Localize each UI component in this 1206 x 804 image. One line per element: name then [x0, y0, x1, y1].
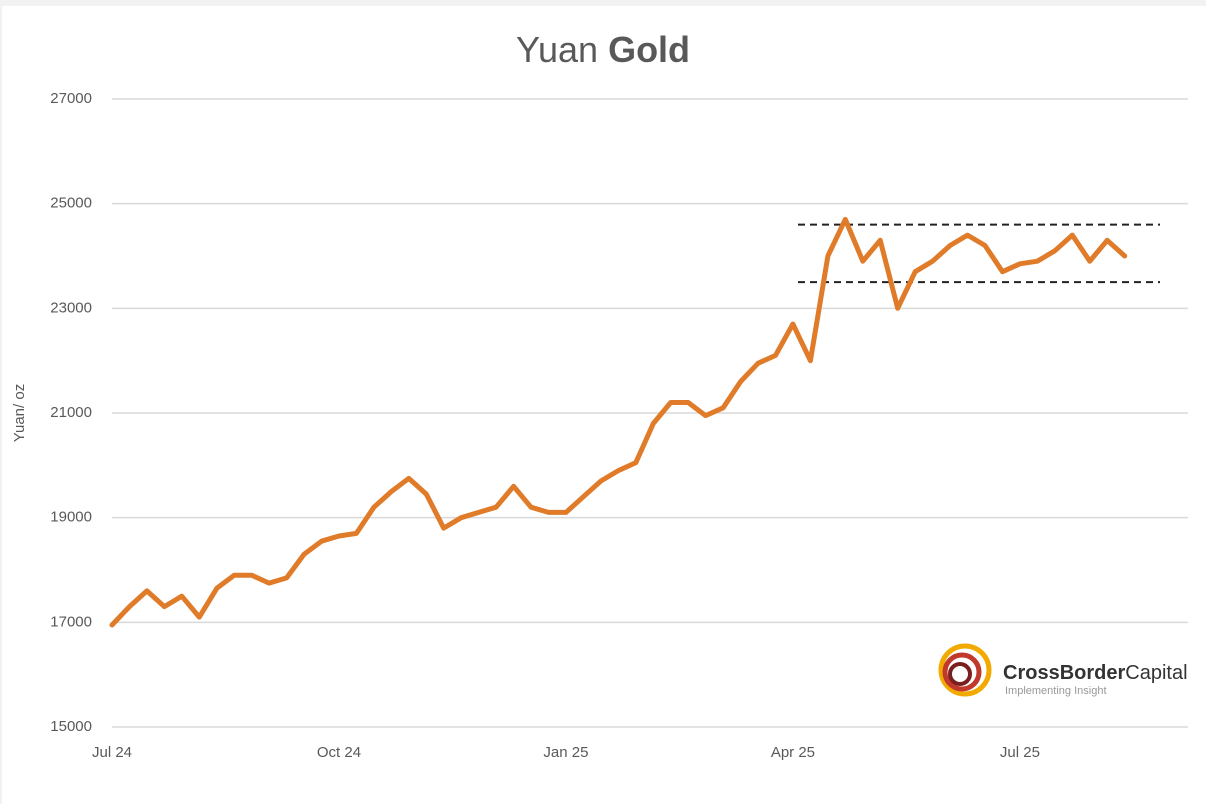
- y-tick-label: 27000: [50, 90, 92, 107]
- y-axis-label: Yuan/ oz: [11, 384, 28, 442]
- x-tick-label: Jul 24: [92, 744, 132, 761]
- logo-ring: [942, 652, 982, 692]
- y-tick-label: 19000: [50, 509, 92, 526]
- x-tick-label: Apr 25: [771, 744, 815, 761]
- x-tick-label: Oct 24: [317, 744, 361, 761]
- x-tick-label: Jul 25: [1000, 744, 1040, 761]
- title-bold: Gold: [608, 29, 690, 70]
- chart-title: Yuan Gold: [516, 29, 690, 70]
- y-tick-label: 17000: [50, 613, 92, 630]
- y-tick-label: 25000: [50, 195, 92, 212]
- data-line: [109, 216, 1128, 628]
- y-tick-label: 21000: [50, 404, 92, 421]
- logo-name-bold: CrossBorder: [1003, 662, 1125, 684]
- y-tick-label: 15000: [50, 718, 92, 735]
- logo-name: CrossBorderCapital: [1003, 662, 1188, 684]
- logo-name-regular: Capital: [1125, 662, 1187, 684]
- title-regular: Yuan: [516, 29, 598, 70]
- logo: CrossBorderCapital Implementing Insight: [938, 643, 1188, 697]
- chart-background: [2, 6, 1206, 804]
- y-tick-label: 23000: [50, 299, 92, 316]
- logo-tagline: Implementing Insight: [1005, 685, 1107, 697]
- x-tick-label: Jan 25: [543, 744, 588, 761]
- logo-ring: [948, 662, 972, 686]
- logo-ring: [938, 643, 992, 697]
